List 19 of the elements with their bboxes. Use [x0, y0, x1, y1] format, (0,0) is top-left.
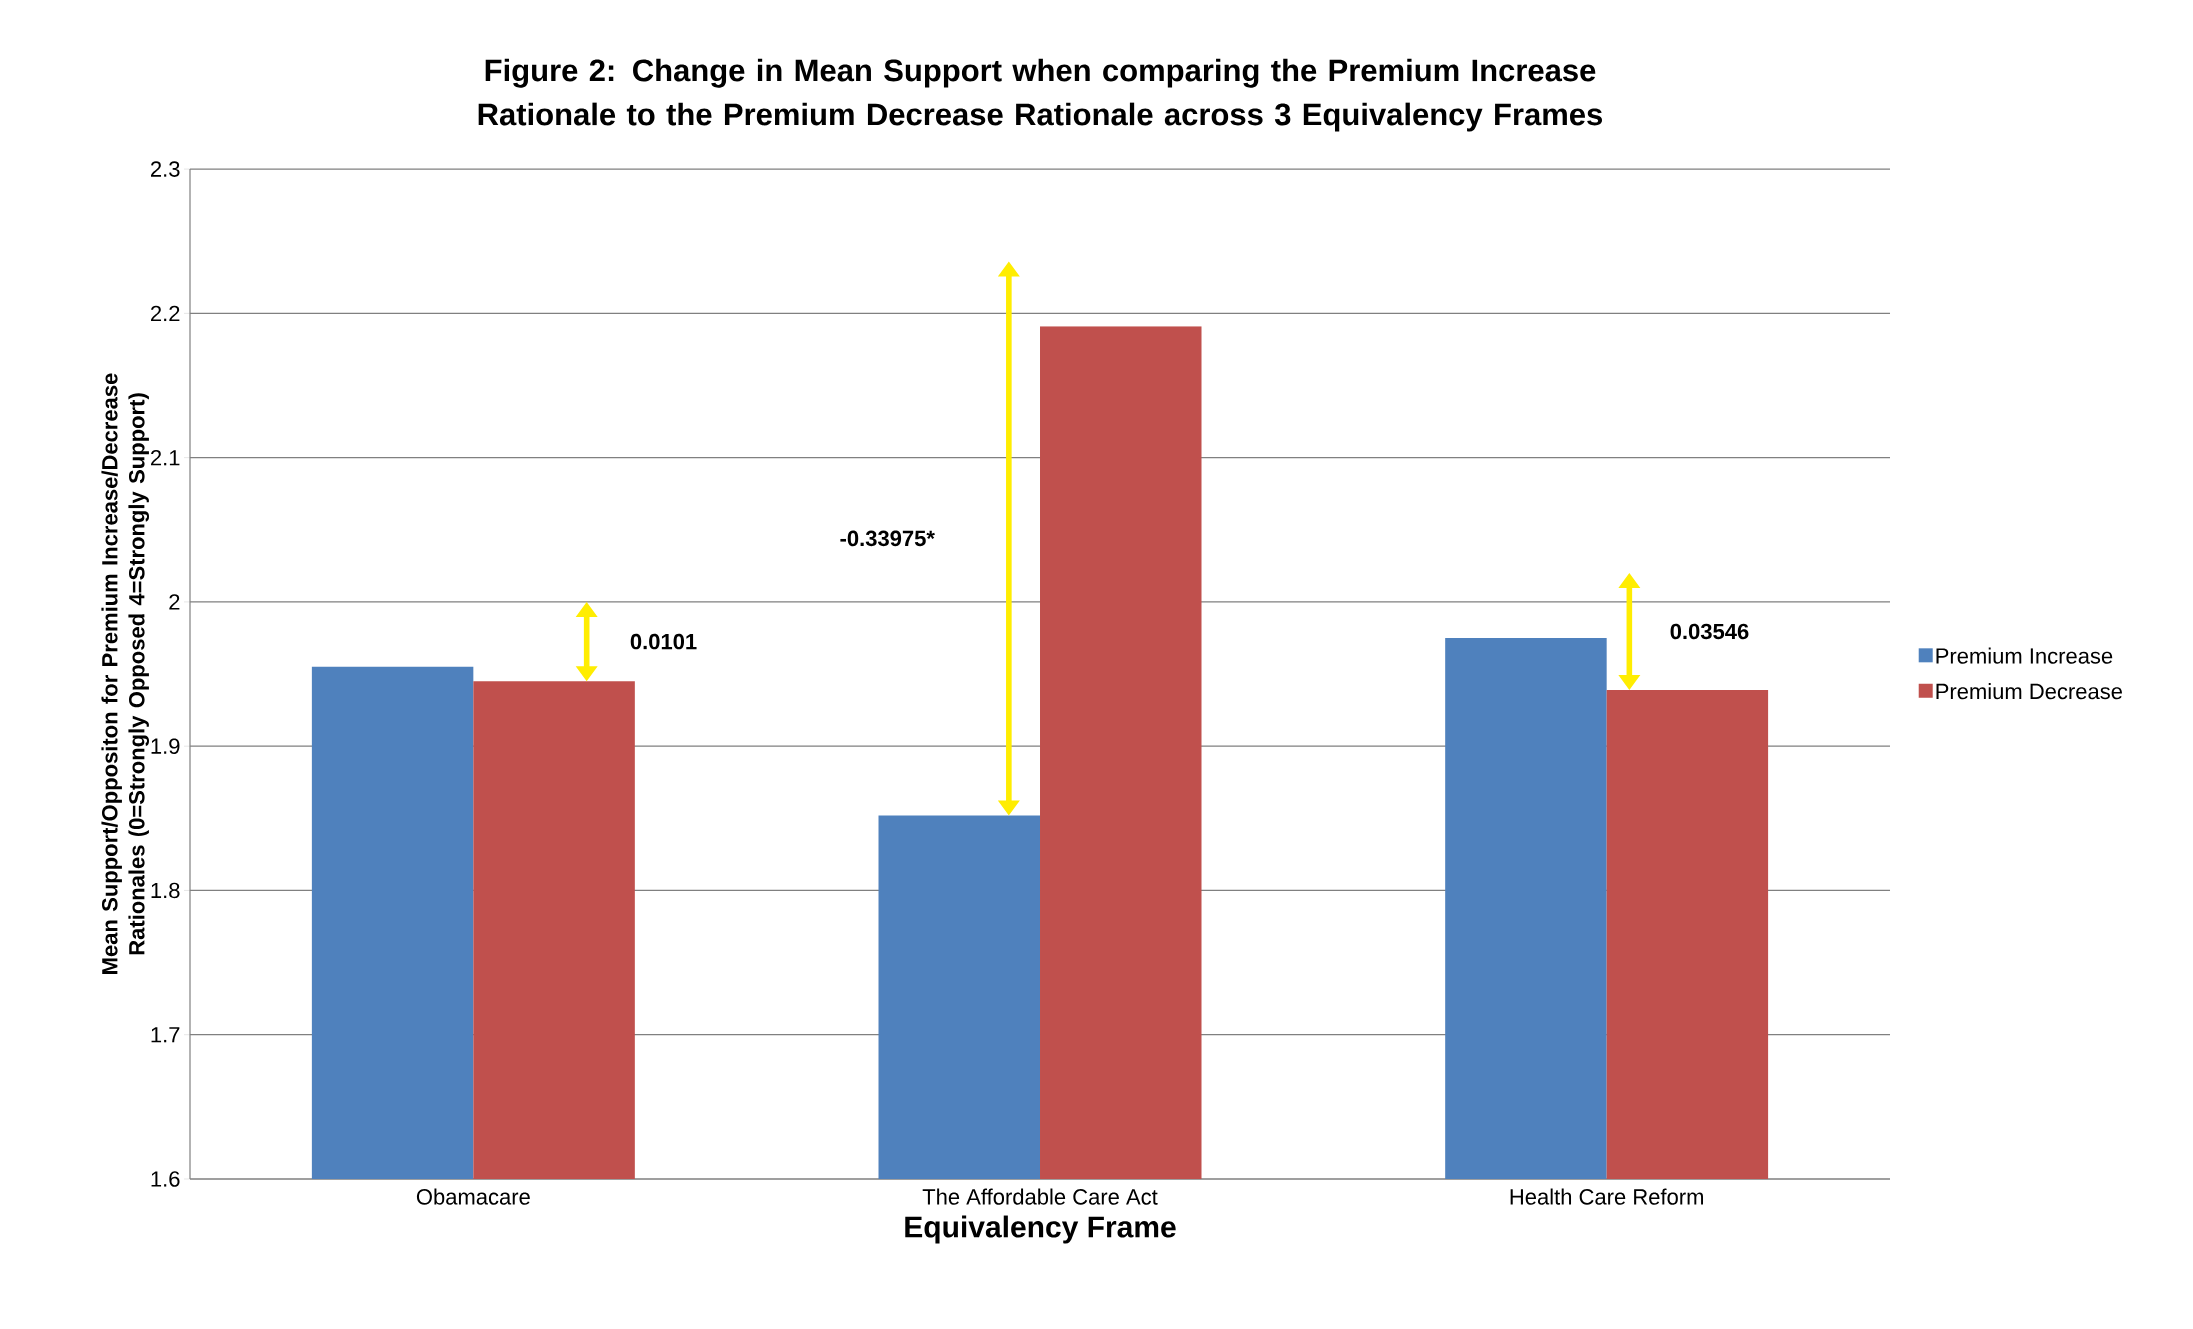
- y-tick-label: 1.8: [151, 882, 180, 899]
- y-tick-label: 1.7: [151, 1027, 180, 1043]
- x-tick-label: Obamacare: [416, 1188, 530, 1205]
- annotation: 0.0101: [630, 633, 697, 650]
- y-tick-label: 1.9: [151, 738, 180, 754]
- x-tick-label: The Affordable Care Act: [922, 1188, 1158, 1205]
- x-axis-title: Equivalency Frame: [905, 1215, 1176, 1244]
- x-tick-label: Health Care Reform: [1510, 1188, 1703, 1205]
- y-tick-label: 2.3: [151, 161, 180, 177]
- y-tick-label: 2.2: [151, 305, 180, 322]
- y-tick-label: 2: [169, 594, 180, 610]
- y-tick-label: 1.6: [151, 1171, 180, 1187]
- legend-label: Premium Increase: [1936, 647, 2113, 664]
- y-tick-label: 2.1: [151, 449, 180, 466]
- annotation: 0.03546: [1670, 623, 1749, 640]
- chart-title: Figure 2: Change in Mean Support when comparing the Premium Increase Rationale to the Premium Decrease Rationale across 3 Equivalency Frames: [478, 58, 1602, 132]
- legend-label: Premium Decrease: [1936, 683, 2122, 700]
- y-axis-title: Mean Support/Oppositon for Premium Increase/Decrease Rationales (0=Strongly Opposed 4=Strongly Support): [101, 373, 150, 974]
- annotation: -0.33975*: [840, 530, 935, 547]
